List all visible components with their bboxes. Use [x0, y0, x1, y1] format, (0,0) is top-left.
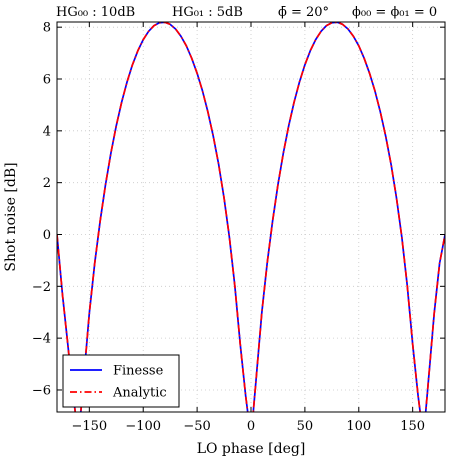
legend-box	[62, 354, 180, 408]
tick-labels: −150 −100 −50 0 50 100 150 −6 −4 −2 0 2 4 6 8	[32, 21, 425, 434]
x-tick-label: −50	[183, 419, 210, 434]
y-tick-label: 0	[43, 228, 51, 243]
x-tick-label: 150	[400, 419, 425, 434]
y-tick-label: 2	[43, 176, 51, 191]
legend: Finesse Analytic	[62, 354, 180, 408]
legend-label-finesse: Finesse	[113, 364, 164, 379]
y-axis-title: Shot noise [dB]	[3, 162, 19, 271]
x-tick-label: 0	[247, 419, 255, 434]
x-tick-label: −150	[71, 419, 107, 434]
y-tick-label: −6	[32, 383, 51, 398]
y-tick-label: 8	[43, 21, 51, 36]
x-tick-label: 100	[346, 419, 371, 434]
y-tick-label: −2	[32, 280, 51, 295]
x-tick-label: −100	[125, 419, 161, 434]
x-tick-label: 50	[297, 419, 314, 434]
y-tick-label: 4	[43, 124, 51, 139]
y-tick-label: −4	[32, 332, 51, 347]
header-phi-bar: ϕ̄ = 20°	[278, 5, 329, 20]
header-hg01: HG₀₁ : 5dB	[172, 5, 243, 20]
chart-header: HG₀₀ : 10dB HG₀₁ : 5dB ϕ̄ = 20° ϕ₀₀ = ϕ₀…	[56, 5, 437, 20]
y-tick-label: 6	[43, 73, 51, 88]
legend-label-analytic: Analytic	[112, 386, 167, 401]
axis-ticks	[57, 22, 445, 412]
x-axis-title: LO phase [deg]	[197, 441, 306, 457]
plot-frame	[56, 21, 446, 413]
header-phi-equal: ϕ₀₀ = ϕ₀₁ = 0	[352, 5, 437, 20]
grid-lines	[57, 22, 445, 412]
header-hg00: HG₀₀ : 10dB	[56, 5, 135, 20]
series-lines	[57, 22, 445, 412]
series-line-finesse	[57, 22, 445, 412]
